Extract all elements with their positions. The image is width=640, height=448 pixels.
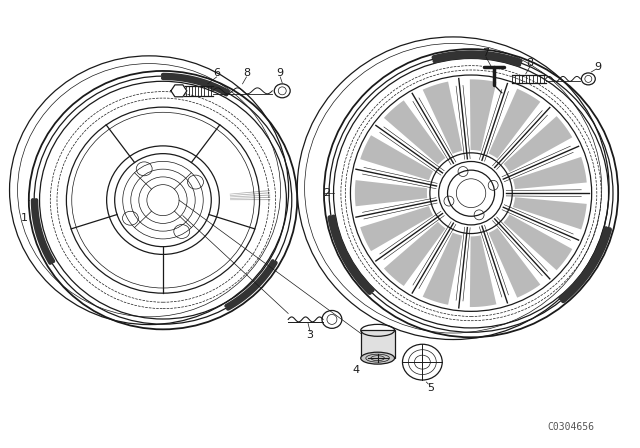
Polygon shape [513,197,587,229]
Polygon shape [422,233,462,305]
Polygon shape [360,135,433,180]
Polygon shape [513,157,587,189]
Polygon shape [384,222,445,286]
Bar [361,330,394,358]
Polygon shape [230,192,270,196]
Polygon shape [230,190,270,194]
Polygon shape [171,85,187,97]
Polygon shape [470,235,497,307]
Text: 9: 9 [595,62,602,72]
Polygon shape [488,228,540,297]
Text: 6: 6 [213,68,220,78]
Polygon shape [504,116,572,172]
Polygon shape [230,197,270,198]
Polygon shape [230,194,270,197]
Text: 1: 1 [20,213,28,223]
Polygon shape [360,206,433,251]
Text: 4: 4 [352,365,359,375]
Text: C0304656: C0304656 [548,422,595,431]
Polygon shape [230,199,270,200]
Text: 7: 7 [483,48,490,58]
Text: 8: 8 [526,58,533,68]
Polygon shape [355,180,428,206]
Text: 3: 3 [307,330,314,340]
Text: 5: 5 [427,383,434,393]
Ellipse shape [361,352,394,364]
Polygon shape [470,79,497,151]
Text: 2: 2 [323,188,330,198]
Polygon shape [504,215,572,270]
Polygon shape [384,100,445,164]
Text: 9: 9 [276,68,284,78]
Text: 8: 8 [243,68,250,78]
Polygon shape [488,89,540,159]
Polygon shape [422,82,462,154]
